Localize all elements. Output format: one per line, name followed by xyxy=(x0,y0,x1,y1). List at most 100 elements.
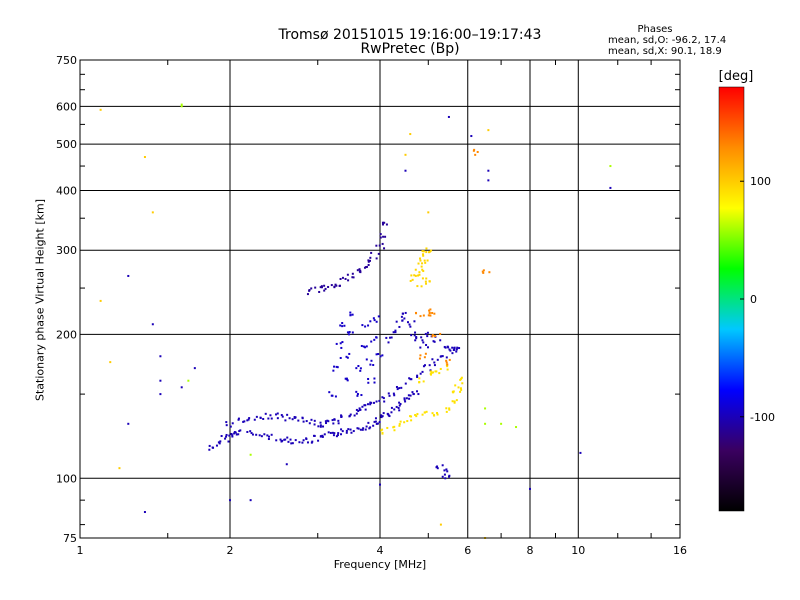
data-point xyxy=(321,435,324,438)
data-point xyxy=(399,402,402,405)
data-point xyxy=(385,223,388,226)
data-point xyxy=(365,266,368,269)
data-point xyxy=(400,386,403,389)
data-point xyxy=(387,413,390,416)
data-point xyxy=(345,378,348,381)
data-point xyxy=(414,339,417,342)
data-point xyxy=(329,431,332,434)
data-point xyxy=(224,437,227,440)
data-point xyxy=(380,416,383,419)
data-point xyxy=(382,397,385,400)
data-point xyxy=(411,391,414,394)
data-point xyxy=(340,415,343,418)
data-point xyxy=(416,285,419,288)
x-tick-label: 1 xyxy=(77,544,84,557)
data-point xyxy=(109,361,112,364)
colorbar-unit-label: [deg] xyxy=(718,69,754,84)
data-point xyxy=(406,420,409,423)
data-point xyxy=(398,424,401,427)
data-point xyxy=(305,437,308,440)
data-point xyxy=(253,418,256,421)
data-point xyxy=(431,358,434,361)
data-point xyxy=(360,394,363,397)
data-point xyxy=(258,434,261,437)
data-point xyxy=(340,414,343,417)
data-point xyxy=(487,169,490,172)
data-point xyxy=(344,377,347,380)
data-point xyxy=(338,284,341,287)
data-point xyxy=(127,274,130,277)
data-point xyxy=(218,442,221,445)
data-point xyxy=(393,394,396,397)
data-point xyxy=(398,325,401,328)
data-point xyxy=(230,432,233,435)
data-point xyxy=(419,315,422,318)
data-point xyxy=(425,410,428,413)
data-point xyxy=(422,380,425,383)
data-point xyxy=(419,354,422,357)
data-point xyxy=(433,361,436,364)
data-point xyxy=(410,378,413,381)
data-point xyxy=(283,438,286,441)
data-point xyxy=(370,359,373,362)
data-point xyxy=(225,433,228,436)
data-point xyxy=(460,388,463,391)
x-tick-label: 10 xyxy=(571,544,585,557)
data-point xyxy=(346,331,349,334)
data-point xyxy=(378,399,381,402)
data-point xyxy=(373,381,376,384)
data-point xyxy=(337,432,340,435)
data-point xyxy=(264,412,267,415)
data-point xyxy=(373,420,376,423)
data-point xyxy=(474,153,477,156)
data-point xyxy=(377,353,380,356)
data-point xyxy=(381,415,384,418)
data-point xyxy=(291,418,294,421)
data-point xyxy=(375,353,378,356)
data-point xyxy=(311,440,314,443)
data-point xyxy=(395,320,398,323)
data-point xyxy=(420,285,423,288)
data-point xyxy=(359,408,362,411)
x-axis-label: Frequency [MHz] xyxy=(333,558,427,571)
data-point xyxy=(335,435,338,438)
data-point xyxy=(449,349,452,352)
data-point xyxy=(441,464,444,467)
data-point xyxy=(369,259,372,262)
data-point xyxy=(423,356,426,359)
data-point xyxy=(482,269,485,272)
data-point xyxy=(416,376,419,379)
data-point xyxy=(422,314,425,317)
chart-subtitle: RwPretec (Bp) xyxy=(360,41,460,57)
data-point xyxy=(403,317,406,320)
data-point xyxy=(424,332,427,335)
data-point xyxy=(351,276,354,279)
data-point xyxy=(333,418,336,421)
data-point xyxy=(428,309,431,312)
data-point xyxy=(369,256,372,259)
data-point xyxy=(445,468,448,471)
data-point xyxy=(412,393,415,396)
data-point xyxy=(374,417,377,420)
data-point xyxy=(419,372,422,375)
data-point xyxy=(445,359,448,362)
data-point xyxy=(419,257,422,260)
data-point xyxy=(355,408,358,411)
data-point xyxy=(410,334,413,337)
data-point xyxy=(349,428,352,431)
data-point xyxy=(337,419,340,422)
data-point xyxy=(263,433,266,436)
data-point xyxy=(312,434,315,437)
data-point xyxy=(229,425,232,428)
chart-title: Tromsø 20151015 19:16:00–19:17:43 xyxy=(278,27,542,43)
data-point xyxy=(433,312,436,315)
data-point xyxy=(373,338,376,341)
data-point xyxy=(369,401,372,404)
data-point xyxy=(416,413,419,416)
data-point xyxy=(365,345,368,348)
colorbar-tick-label: -100 xyxy=(750,411,775,424)
data-point xyxy=(408,377,411,380)
data-point xyxy=(470,135,473,138)
y-tick-label: 100 xyxy=(56,472,77,485)
